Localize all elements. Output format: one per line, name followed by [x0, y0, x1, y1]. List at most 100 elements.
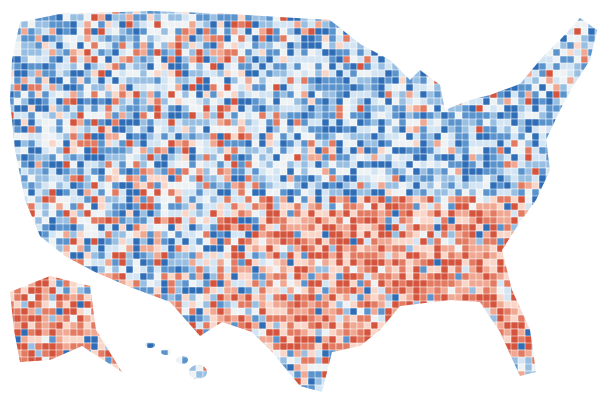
- county: [118, 335, 128, 345]
- county: [587, 111, 597, 122]
- county: [83, 356, 93, 366]
- county: [566, 335, 575, 344]
- county: [559, 272, 569, 283]
- county: [573, 377, 584, 386]
- county: [140, 0, 148, 9]
- county: [62, 384, 72, 392]
- county: [489, 391, 499, 392]
- county: [34, 363, 45, 373]
- county: [356, 13, 367, 22]
- county: [90, 90, 99, 99]
- county: [412, 384, 423, 392]
- county: [440, 370, 449, 380]
- county: [468, 370, 479, 380]
- county: [461, 41, 471, 52]
- county: [573, 216, 582, 226]
- county: [580, 104, 591, 115]
- county: [517, 34, 528, 43]
- county: [489, 356, 498, 366]
- county: [447, 384, 456, 392]
- county: [440, 20, 449, 30]
- county: [454, 13, 465, 24]
- county: [27, 251, 38, 262]
- county: [111, 328, 120, 338]
- county: [83, 384, 93, 392]
- county: [524, 20, 535, 31]
- county: [55, 118, 64, 127]
- county: [594, 216, 597, 227]
- county: [0, 329, 7, 338]
- county: [489, 41, 500, 50]
- county: [363, 342, 374, 352]
- county: [342, 11, 352, 16]
- county: [356, 300, 365, 309]
- county: [301, 0, 310, 8]
- county: [13, 202, 23, 212]
- county: [573, 181, 582, 191]
- county: [195, 335, 205, 345]
- county: [517, 300, 526, 309]
- county: [455, 0, 462, 8]
- county: [139, 300, 149, 309]
- county: [440, 62, 450, 72]
- county: [132, 342, 143, 353]
- county: [189, 0, 198, 7]
- county: [566, 272, 575, 281]
- county: [587, 76, 596, 86]
- county: [594, 349, 597, 359]
- county: [461, 307, 470, 317]
- county: [132, 356, 143, 365]
- county: [209, 244, 218, 253]
- county: [10, 13, 15, 22]
- county: [412, 13, 422, 23]
- county: [258, 11, 268, 15]
- county: [160, 377, 171, 386]
- county: [594, 160, 597, 170]
- county: [496, 34, 507, 45]
- county: [216, 342, 226, 351]
- county: [587, 118, 597, 127]
- county: [13, 279, 22, 290]
- county: [370, 13, 379, 23]
- county: [440, 69, 449, 79]
- county: [13, 251, 24, 260]
- county: [10, 244, 17, 255]
- county: [90, 300, 100, 309]
- county: [62, 251, 71, 262]
- county: [146, 223, 155, 232]
- county: [146, 300, 155, 309]
- county: [594, 244, 597, 254]
- county: [476, 0, 483, 7]
- county: [496, 342, 507, 352]
- county: [27, 11, 38, 15]
- county: [496, 349, 506, 360]
- county: [580, 83, 591, 92]
- county: [34, 384, 44, 392]
- county: [573, 342, 583, 353]
- county: [566, 237, 575, 246]
- county: [0, 385, 9, 393]
- county: [69, 377, 80, 388]
- county: [398, 20, 408, 30]
- county: [321, 139, 330, 148]
- county: [364, 0, 371, 8]
- county: [90, 62, 99, 71]
- county: [0, 154, 7, 162]
- county: [510, 34, 519, 45]
- county: [125, 118, 134, 127]
- county: [398, 111, 407, 120]
- county: [27, 265, 38, 274]
- county: [545, 237, 555, 246]
- county: [196, 0, 205, 7]
- county: [468, 83, 479, 93]
- county: [573, 328, 583, 337]
- county: [587, 146, 597, 156]
- county: [419, 377, 430, 386]
- county: [251, 363, 260, 372]
- county: [69, 384, 78, 392]
- county: [447, 328, 456, 338]
- county: [349, 377, 360, 388]
- county: [335, 321, 344, 330]
- county: [349, 167, 358, 176]
- county: [266, 0, 274, 8]
